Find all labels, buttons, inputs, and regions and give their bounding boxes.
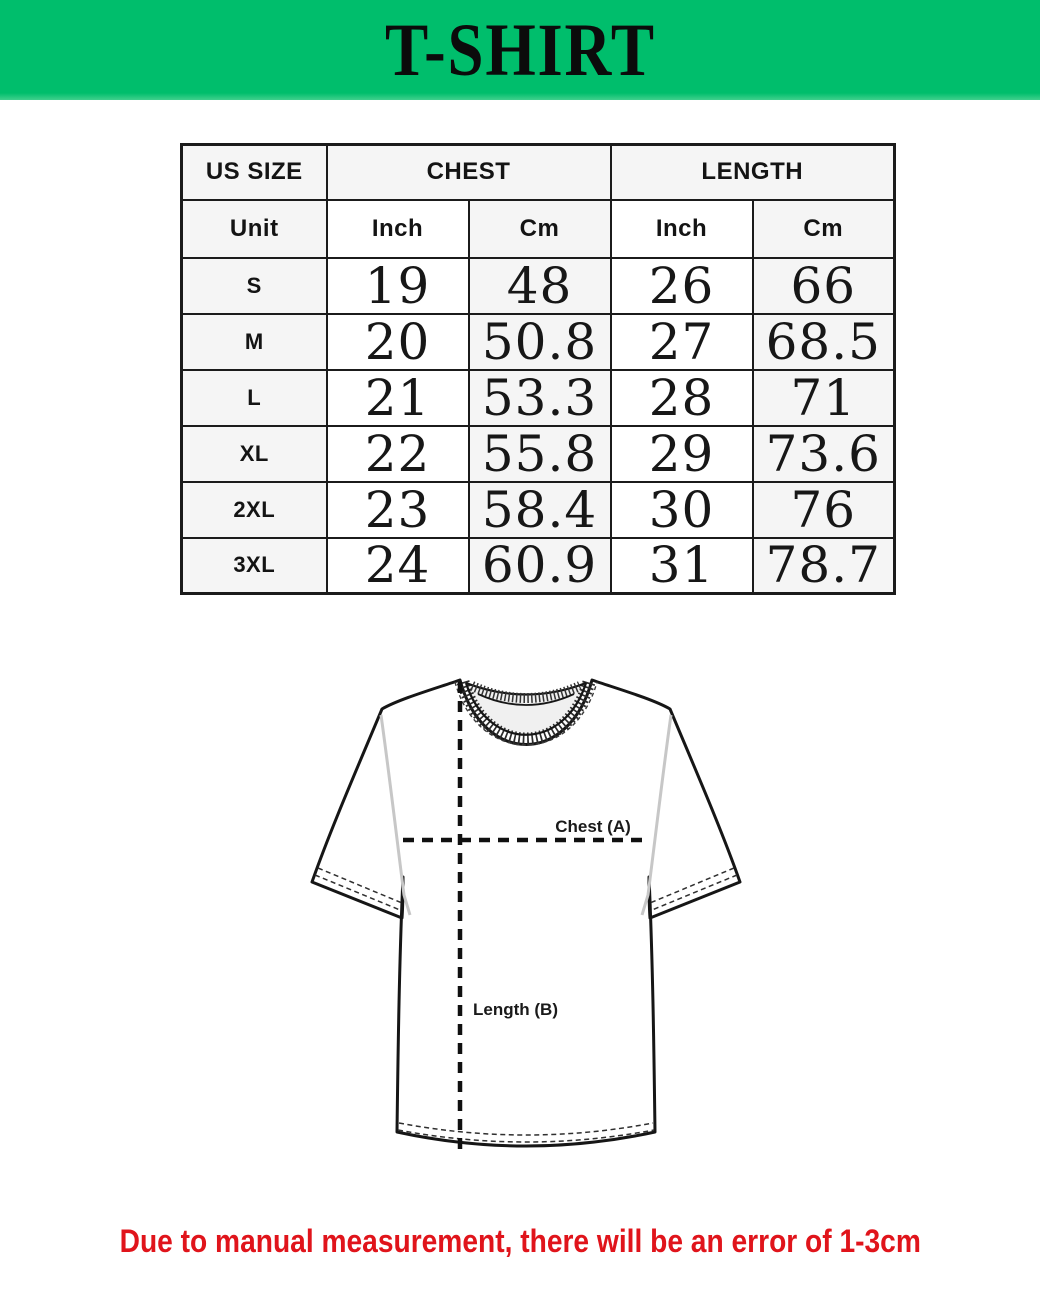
collar-rib-band <box>456 680 596 746</box>
chest-cm-value: 60.9 <box>467 536 612 595</box>
size-chart-table: US SIZE CHEST LENGTH Unit Inch Cm Inch C… <box>180 143 896 595</box>
table-row-l: L 21 53.3 28 71 <box>180 368 896 427</box>
length-inch-value: 30 <box>609 480 754 539</box>
page-title: T-SHIRT <box>384 8 656 93</box>
table-unit-row: Unit Inch Cm Inch Cm <box>180 198 896 259</box>
length-measure-label: Length (B) <box>473 1000 558 1019</box>
chest-inch-value: 24 <box>325 536 470 595</box>
length-cm-value: 68.5 <box>751 312 896 371</box>
length-inch-value: 31 <box>609 536 754 595</box>
col-header-length: LENGTH <box>609 143 896 201</box>
table-row-3xl: 3XL 24 60.9 31 78.7 <box>180 536 896 595</box>
back-neck-inner-edge <box>477 693 575 706</box>
table-row-2xl: 2XL 23 58.4 30 76 <box>180 480 896 539</box>
table-row-m: M 20 50.8 27 68.5 <box>180 312 896 371</box>
title-banner: T-SHIRT <box>0 0 1040 100</box>
back-neck-edge <box>465 681 587 696</box>
bottom-hem-stitch <box>397 1122 655 1143</box>
length-cm-value: 78.7 <box>751 536 896 595</box>
chest-cm-value: 55.8 <box>467 424 612 483</box>
chest-inch-value: 19 <box>325 256 470 315</box>
length-cm-value: 73.6 <box>751 424 896 483</box>
length-inch-value: 29 <box>609 424 754 483</box>
collar-opening <box>466 683 586 735</box>
chest-cm-value: 53.3 <box>467 368 612 427</box>
tshirt-outline <box>310 678 742 1148</box>
disclaimer-text: Due to manual measurement, there will be… <box>119 1223 921 1259</box>
chest-cm-value: 48 <box>467 256 612 315</box>
chest-cm-header: Cm <box>467 198 612 259</box>
length-cm-value: 76 <box>751 480 896 539</box>
length-inch-value: 27 <box>609 312 754 371</box>
back-neck-rib <box>469 681 583 703</box>
size-label: 2XL <box>180 480 328 539</box>
measurement-disclaimer: Due to manual measurement, there will be… <box>0 1222 1040 1260</box>
size-label: XL <box>180 424 328 483</box>
col-header-chest: CHEST <box>325 143 612 201</box>
collar-inner-edge <box>464 682 588 736</box>
right-fold-line <box>640 714 673 916</box>
size-label: 3XL <box>180 536 328 595</box>
table-header-row: US SIZE CHEST LENGTH <box>180 143 896 201</box>
length-inch-value: 26 <box>609 256 754 315</box>
size-label: M <box>180 312 328 371</box>
chest-cm-value: 50.8 <box>467 312 612 371</box>
chest-inch-value: 20 <box>325 312 470 371</box>
left-fold-line <box>379 714 412 916</box>
left-sleeve-stitch <box>314 867 403 911</box>
unit-label: Unit <box>180 198 328 259</box>
length-inch-value: 28 <box>609 368 754 427</box>
chest-inch-value: 23 <box>325 480 470 539</box>
table-row-xl: XL 22 55.8 29 73.6 <box>180 424 896 483</box>
size-label: L <box>180 368 328 427</box>
chest-inch-value: 22 <box>325 424 470 483</box>
size-label: S <box>180 256 328 315</box>
chest-inch-value: 21 <box>325 368 470 427</box>
col-header-us-size: US SIZE <box>180 143 328 201</box>
chest-measure-label: Chest (A) <box>555 817 631 836</box>
length-inch-header: Inch <box>609 198 754 259</box>
chest-inch-header: Inch <box>325 198 470 259</box>
length-cm-header: Cm <box>751 198 896 259</box>
chest-cm-value: 58.4 <box>467 480 612 539</box>
length-cm-value: 66 <box>751 256 896 315</box>
collar-stitch <box>454 681 598 746</box>
table-row-s: S 19 48 26 66 <box>180 256 896 315</box>
tshirt-measurement-diagram: Chest (A) Length (B) <box>285 652 765 1167</box>
length-cm-value: 71 <box>751 368 896 427</box>
right-sleeve-stitch <box>649 867 738 911</box>
